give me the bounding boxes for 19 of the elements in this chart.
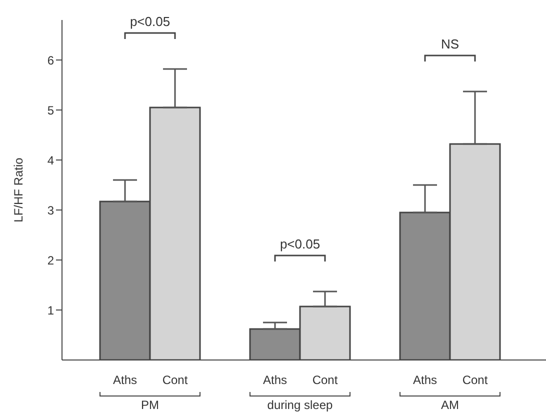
series-label: Cont: [162, 373, 188, 387]
text: Aths: [412, 373, 438, 387]
x-tick-label: PM: [141, 398, 160, 412]
y-tick-label: 2: [47, 253, 54, 268]
y-tick-label: 1: [47, 303, 54, 318]
text: Aths: [262, 373, 288, 387]
x-tick-label: AM: [441, 398, 460, 412]
y-tick-label: 5: [47, 103, 54, 118]
y-axis-title: LF/HF Ratio: [11, 157, 26, 222]
x-tick-label: during sleep: [267, 398, 334, 412]
y-tick-label: 3: [47, 203, 54, 218]
text: Cont: [312, 373, 338, 387]
annotation: NS: [440, 36, 460, 52]
annotation: p<0.05: [280, 236, 320, 252]
y-tick-label: 6: [47, 53, 54, 68]
series-label: Aths: [112, 373, 138, 387]
y-tick-label: 4: [47, 153, 54, 168]
annotation: p<0.05: [130, 14, 170, 29]
text: Cont: [462, 373, 488, 387]
